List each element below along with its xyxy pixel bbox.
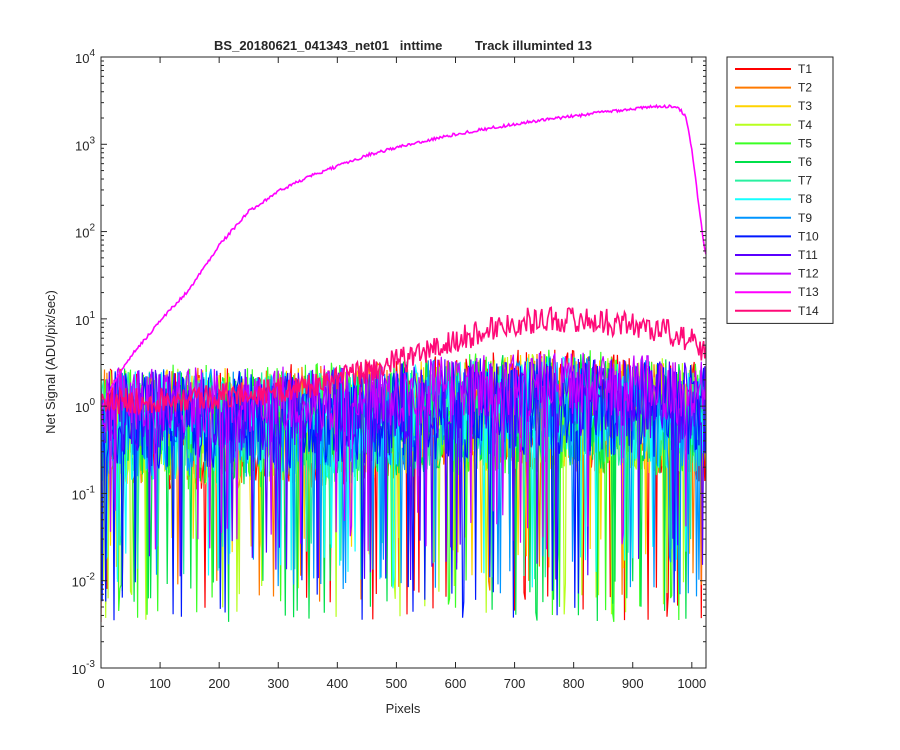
- x-tick-label: 100: [149, 676, 171, 691]
- legend-label-t5: T5: [798, 136, 812, 150]
- series-line-t13: [101, 103, 706, 411]
- x-tick-label: 1000: [677, 676, 706, 691]
- legend-label-t9: T9: [798, 211, 812, 225]
- legend-label-t6: T6: [798, 155, 812, 169]
- y-axis-label: Net Signal (ADU/pix/sec): [43, 290, 58, 434]
- y-tick-label: 10-1: [72, 484, 96, 502]
- legend-label-t12: T12: [798, 267, 819, 281]
- legend-label-t3: T3: [798, 99, 812, 113]
- x-axis-label: Pixels: [386, 701, 421, 716]
- y-tick-label: 10-3: [72, 659, 96, 677]
- series-line-t12: [101, 352, 706, 552]
- series-line-t14: [101, 306, 706, 416]
- legend: T1 T2 T3 T4 T5 T6 T7 T8 T9 T10 T11 T12 T13 T14: [726, 56, 834, 324]
- x-tick-label: 500: [386, 676, 408, 691]
- y-tick-label: 103: [75, 135, 95, 153]
- axes-box: [100, 56, 707, 669]
- series-line-t10: [101, 356, 706, 621]
- legend-label-t1: T1: [798, 62, 812, 76]
- series-group: [101, 103, 706, 623]
- chart-title: BS_20180621_041343_net01 inttime Track i…: [214, 38, 592, 53]
- x-tick-label: 0: [97, 676, 104, 691]
- x-tick-label: 700: [504, 676, 526, 691]
- x-tick-label: 300: [267, 676, 289, 691]
- x-tick-label: 900: [622, 676, 644, 691]
- y-tick-label: 104: [75, 48, 95, 66]
- legend-label-t2: T2: [798, 81, 812, 95]
- y-tick-label: 10-2: [72, 572, 96, 590]
- x-tick-label: 400: [326, 676, 348, 691]
- legend-label-t11: T11: [798, 248, 818, 262]
- x-tick-label: 600: [445, 676, 467, 691]
- legend-box: [726, 56, 834, 324]
- legend-label-t13: T13: [798, 285, 819, 299]
- y-tick-label: 101: [75, 310, 95, 328]
- legend-label-t14: T14: [798, 304, 819, 318]
- x-tick-label: 800: [563, 676, 585, 691]
- legend-label-t10: T10: [798, 229, 819, 243]
- plot-area: 0 100 200 300 400 500 600 700 800 900 1000 10-3 10-2…: [72, 48, 707, 691]
- legend-label-t7: T7: [798, 174, 812, 188]
- x-tick-label: 200: [208, 676, 230, 691]
- y-tick-label: 100: [75, 397, 95, 415]
- legend-label-t4: T4: [798, 118, 812, 132]
- y-tick-label: 102: [75, 223, 95, 241]
- legend-label-t8: T8: [798, 192, 812, 206]
